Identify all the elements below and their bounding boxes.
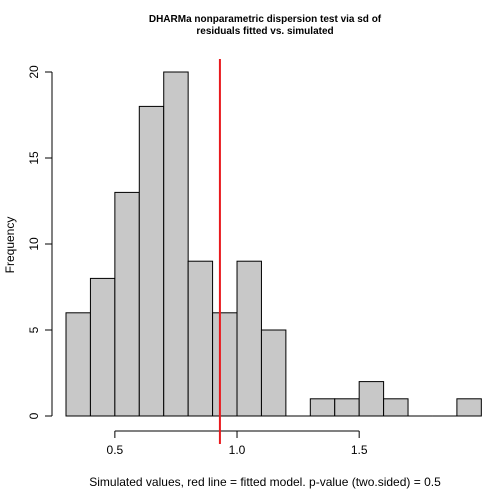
x-axis-label: Simulated values, red line = fitted mode…	[89, 475, 441, 489]
x-tick-label: 1.0	[229, 443, 246, 457]
histogram-bar	[65, 312, 91, 417]
y-tick-label: 10	[27, 237, 41, 251]
histogram-bar	[89, 277, 116, 417]
y-tick-label: 5	[27, 326, 41, 333]
histogram-bar	[260, 329, 287, 417]
histogram-bar	[187, 260, 214, 417]
y-axis: 0 5 10 15 20	[27, 65, 53, 419]
histogram-bar	[309, 398, 336, 417]
y-tick-label: 0	[27, 412, 41, 419]
x-tick-label: 1.5	[351, 443, 368, 457]
histogram-bars	[65, 71, 482, 417]
y-tick-label: 15	[27, 151, 41, 165]
y-tick-label: 20	[27, 65, 41, 79]
histogram-bar	[114, 191, 140, 417]
x-tick-label: 0.5	[107, 443, 124, 457]
histogram-bar	[212, 312, 238, 417]
histogram-bar	[334, 398, 360, 417]
histogram-bar	[383, 398, 409, 417]
x-axis: 0.5 1.0 1.5	[107, 430, 368, 457]
histogram-bar	[358, 381, 385, 417]
histogram-bar	[138, 105, 165, 417]
chart-title-line-2: residuals fitted vs. simulated	[196, 26, 333, 37]
y-axis-label: Frequency	[3, 217, 17, 274]
histogram-bar	[456, 398, 482, 417]
histogram-bar	[163, 71, 189, 417]
chart-title-line-1: DHARMa nonparametric dispersion test via…	[149, 14, 382, 25]
histogram-bar	[236, 260, 262, 417]
